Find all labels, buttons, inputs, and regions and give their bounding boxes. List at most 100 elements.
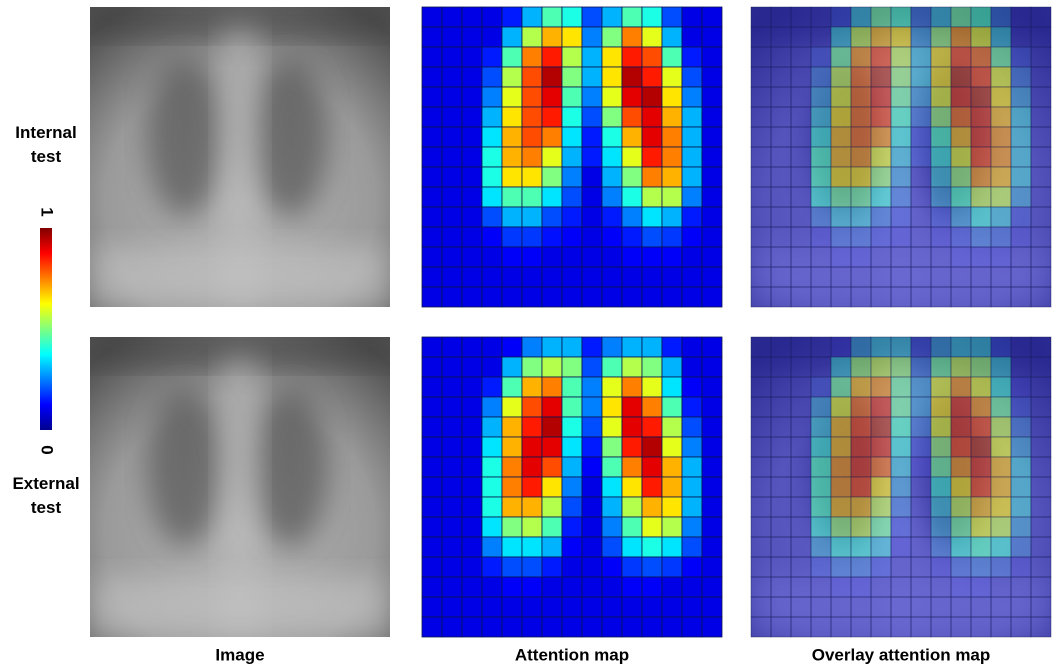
overlay-cell [871,87,891,107]
attention-cell [482,577,502,597]
overlay-cell [751,517,771,537]
attention-cell [582,7,602,27]
attention-cell [522,477,542,497]
overlay-cell [751,87,771,107]
overlay-cell [951,167,971,187]
overlay-cell [951,207,971,227]
attention-cell [442,597,462,617]
attention-cell [482,417,502,437]
overlay-cell [771,557,791,577]
attention-cell [522,147,542,167]
attention-cell [482,337,502,357]
overlay-cell [931,87,951,107]
attention-cell [462,87,482,107]
overlay-cell [791,87,811,107]
attention-cell [522,167,542,187]
overlay-cell [871,267,891,287]
attention-cell [682,397,702,417]
overlay-cell [771,537,791,557]
attention-cell [702,337,722,357]
attention-cell [482,127,502,147]
overlay-cell [931,167,951,187]
overlay-cell [1011,167,1031,187]
attention-cell [582,187,602,207]
attention-cell [562,7,582,27]
attention-cell [622,167,642,187]
overlay-cell [951,87,971,107]
attention-cell [582,107,602,127]
attention-cell [682,337,702,357]
overlay-cell [971,47,991,67]
attention-cell [602,597,622,617]
attention-cell [582,147,602,167]
attention-cell [502,167,522,187]
overlay-cell [971,597,991,617]
overlay-cell [871,107,891,127]
overlay-cell [891,357,911,377]
overlay-cell [911,167,931,187]
overlay-cell [1011,557,1031,577]
overlay-cell [871,357,891,377]
overlay-cell [891,417,911,437]
attention-cell [502,127,522,147]
attention-cell [502,557,522,577]
attention-cell [542,557,562,577]
attention-cell [682,107,702,127]
attention-cell [582,67,602,87]
attention-cell [542,437,562,457]
overlay-cell [871,577,891,597]
attention-cell [502,267,522,287]
attention-cell [702,397,722,417]
overlay-cell [871,227,891,247]
overlay-cell [811,457,831,477]
attention-cell [622,337,642,357]
attention-cell [502,457,522,477]
overlay-cell [1011,187,1031,207]
attention-cell [442,517,462,537]
overlay-cell [951,147,971,167]
attention-cell [502,497,522,517]
overlay-cell [991,107,1011,127]
overlay-cell [791,207,811,227]
overlay-cell [931,377,951,397]
attention-cell [682,127,702,147]
attention-cell [602,167,622,187]
attention-cell [522,47,542,67]
overlay-cell [751,167,771,187]
attention-cell [562,187,582,207]
overlay-cell [831,617,851,637]
overlay-cell [951,497,971,517]
overlay-cell [911,127,931,147]
attention-cell [442,397,462,417]
overlay-cell [771,207,791,227]
overlay-cell [831,127,851,147]
overlay-cell [791,167,811,187]
overlay-cell [911,497,931,517]
overlay-cell [751,357,771,377]
attention-cell [442,247,462,267]
overlay-cell [891,107,911,127]
attention-cell [562,517,582,537]
attention-cell [462,187,482,207]
overlay-cell [1011,517,1031,537]
overlay-cell [1031,337,1051,357]
overlay-cell [851,537,871,557]
overlay-cell [831,267,851,287]
overlay-cell [1011,457,1031,477]
overlay-cell [891,537,911,557]
overlay-cell [991,87,1011,107]
attention-cell [602,377,622,397]
attention-cell [642,67,662,87]
attention-cell [462,497,482,517]
attention-cell [422,557,442,577]
attention-cell [502,27,522,47]
attention-cell [702,87,722,107]
overlay-cell [1031,597,1051,617]
attention-cell [542,187,562,207]
attention-cell [482,187,502,207]
attention-cell [582,247,602,267]
overlay-cell [871,247,891,267]
overlay-cell [951,457,971,477]
overlay-cell [951,27,971,47]
